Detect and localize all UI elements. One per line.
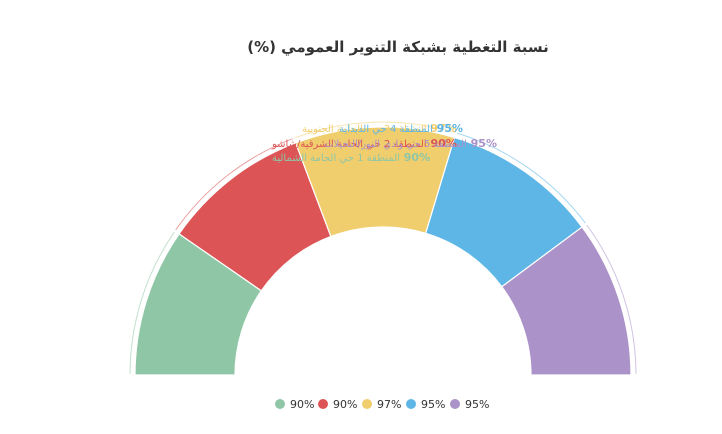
slice-label-1: 90% المنطقة 1 حي الحامة الشمالية	[272, 151, 430, 164]
legend-item-3[interactable]: 97%	[362, 398, 401, 411]
leader-arc-3	[294, 121, 455, 139]
legend-marker-5	[450, 399, 460, 409]
slice-5[interactable]	[500, 226, 632, 376]
slice-value-3: 97%	[427, 122, 457, 135]
chart-title: نسبة التغطية بشبكة التنوير العمومي (%)	[247, 38, 549, 56]
slice-category-1: المنطقة 1 حي الحامة الشمالية	[272, 153, 400, 164]
slice-label-4: 95% المنطقة 4 حي الدبداية	[339, 122, 463, 135]
leader-arc-4	[457, 132, 586, 224]
slices	[134, 126, 632, 376]
legend-marker-3	[362, 399, 372, 409]
legend-item-4[interactable]: 95%	[406, 398, 445, 411]
leader-arc-2	[175, 138, 293, 231]
legend-label-4: 95%	[421, 398, 445, 411]
slice-value-1: 90%	[400, 151, 430, 164]
leader-lines	[129, 121, 637, 374]
legend-marker-4	[406, 399, 416, 409]
legend-item-5[interactable]: 95%	[450, 398, 489, 411]
leader-arc-1	[129, 231, 175, 374]
legend-label-3: 97%	[377, 398, 401, 411]
slice-category-5: المنطقة 5 حي وادي النور/النخيلات	[324, 139, 467, 150]
slice-category-2: المنطقة 2 حي الحامة الشرقية/شاشو	[271, 139, 427, 150]
slice-value-2: 90%	[427, 137, 457, 150]
slice-label-5: 95% المنطقة 5 حي وادي النور/النخيلات	[324, 137, 497, 150]
legend-item-2[interactable]: 90%	[318, 398, 357, 411]
slice-label-2: 90% المنطقة 2 حي الحامة الشرقية/شاشو	[271, 137, 457, 150]
slice-value-4: 95%	[433, 122, 463, 135]
legend-marker-2	[318, 399, 328, 409]
leader-arc-5	[586, 224, 637, 374]
legend-item-1[interactable]: 90%	[275, 398, 314, 411]
legend-marker-1	[275, 399, 285, 409]
slice-category-3: المنطقة 3 حي الحامة الجنوبية	[302, 124, 427, 135]
slice-category-4: المنطقة 4 حي الدبداية	[339, 124, 433, 135]
slice-label-3: 97% المنطقة 3 حي الحامة الجنوبية	[302, 122, 457, 135]
slice-value-5: 95%	[467, 137, 497, 150]
legend-label-5: 95%	[465, 398, 489, 411]
legend-label-1: 90%	[290, 398, 314, 411]
legend: 90% 90% 97% 95% 95%	[275, 398, 489, 411]
legend-label-2: 90%	[333, 398, 357, 411]
